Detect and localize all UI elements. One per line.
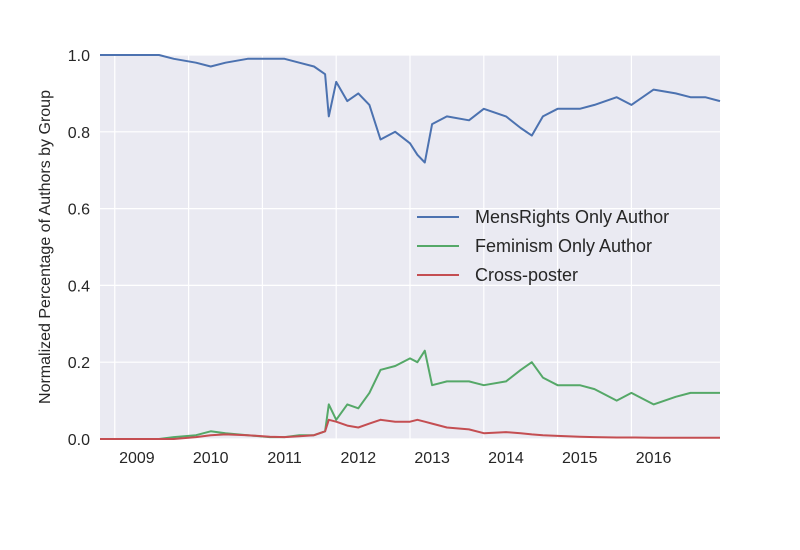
x-tick-label: 2010 [193,450,229,467]
y-tick-label: 0.6 [68,202,90,219]
x-tick-label: 2012 [341,450,377,467]
y-tick-label: 0.8 [68,125,90,142]
y-tick-label: 1.0 [68,48,90,65]
tick-labels: 0.0 0.2 0.4 0.6 0.8 1.0 2009 2010 2011 2012 2013 20… [68,48,672,467]
y-tick-label: 0.2 [68,355,90,372]
series-line-mensrights-only-author [100,54,721,164]
legend: MensRights Only Author Feminism Only Auth… [417,207,669,285]
legend-label: MensRights Only Author [475,207,669,227]
series-lines [100,54,721,440]
series-line-cross-poster [100,418,720,440]
x-tick-label: 2009 [119,450,155,467]
x-tick-label: 2013 [414,450,450,467]
x-tick-label: 2014 [488,450,524,467]
legend-label: Cross-poster [475,265,578,285]
grid-lines [100,54,720,440]
x-tick-label: 2011 [267,450,302,467]
y-tick-label: 0.4 [68,278,90,295]
y-axis-label: Normalized Percentage of Authors by Grou… [37,90,54,404]
legend-label: Feminism Only Author [475,236,652,256]
y-tick-label: 0.0 [68,432,90,449]
x-tick-label: 2015 [562,450,598,467]
x-tick-label: 2016 [636,450,672,467]
